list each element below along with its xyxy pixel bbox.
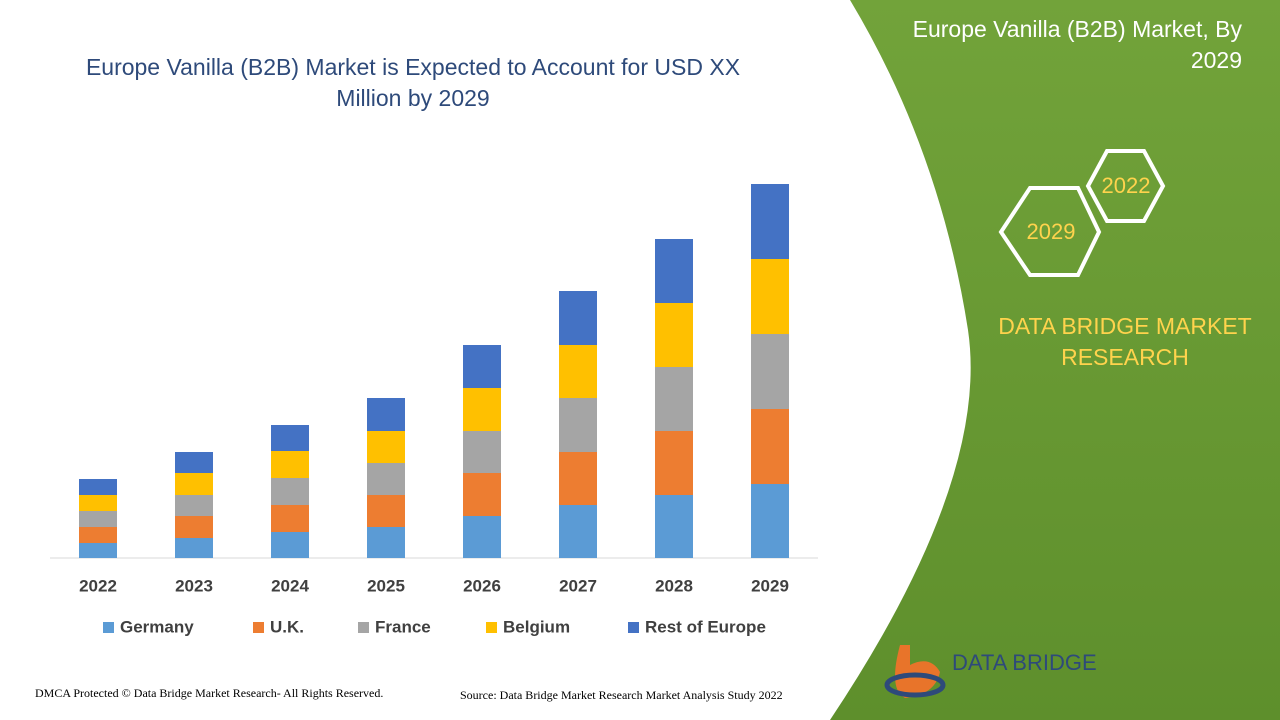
legend-swatch [103, 622, 114, 633]
logo-text: DATA BRIDGE [952, 650, 1097, 675]
hex-label: 2029 [1027, 219, 1076, 244]
legend-label: France [375, 617, 431, 636]
legend-label: Rest of Europe [645, 617, 766, 636]
bar-segment [559, 398, 597, 452]
bar-segment [559, 452, 597, 505]
source: Source: Data Bridge Market Research Mark… [460, 688, 783, 702]
bar-segment [79, 511, 117, 527]
bar-segment [655, 367, 693, 431]
bar-segment [271, 532, 309, 558]
x-tick-label: 2026 [463, 576, 501, 595]
bar-segment [79, 527, 117, 543]
bar-segment [751, 259, 789, 334]
bar-segment [175, 452, 213, 473]
bar-segment [367, 431, 405, 463]
bar-segment [175, 516, 213, 538]
legend-swatch [486, 622, 497, 633]
bar-segment [655, 495, 693, 558]
chart-title: Europe Vanilla (B2B) Market is Expected … [85, 54, 741, 111]
bar-segment [463, 516, 501, 558]
brand: DATA BRIDGE MARKET RESEARCH [998, 313, 1252, 370]
bar-segment [175, 538, 213, 558]
bar-segment [271, 478, 309, 505]
bar-segment [655, 303, 693, 367]
logo-icon [884, 645, 946, 698]
bar-segment [367, 398, 405, 431]
bar-segment [367, 463, 405, 495]
legend-swatch [358, 622, 369, 633]
x-tick-label: 2023 [175, 576, 213, 595]
bar-segment [655, 431, 693, 495]
bar-segment [463, 431, 501, 473]
side-title: Europe Vanilla (B2B) Market, By 2029 [912, 16, 1242, 73]
bar-segment [559, 505, 597, 558]
bar-segment [559, 345, 597, 398]
bar-segment [271, 425, 309, 451]
legend-label: Germany [120, 617, 194, 636]
x-tick-label: 2022 [79, 576, 117, 595]
bar-segment [79, 479, 117, 495]
hexagon [998, 186, 1102, 277]
bar-segment [175, 473, 213, 495]
x-tick-label: 2025 [367, 576, 405, 595]
bar-segment [271, 505, 309, 532]
bar-segment [367, 527, 405, 558]
legend-swatch [253, 622, 264, 633]
hexagon [1085, 149, 1166, 223]
bar-segment [751, 484, 789, 558]
bar-segment [463, 345, 501, 388]
x-tick-label: 2029 [751, 576, 789, 595]
bar-segment [751, 409, 789, 484]
bar-segment [367, 495, 405, 527]
legend-label: Belgium [503, 617, 570, 636]
bar-segment [655, 239, 693, 303]
bar-segment [463, 388, 501, 431]
x-tick-label: 2027 [559, 576, 597, 595]
side-panel [830, 0, 1280, 720]
legend-label: U.K. [270, 617, 304, 636]
hex-label: 2022 [1102, 173, 1151, 198]
bar-segment [79, 543, 117, 558]
bar-segment [559, 291, 597, 345]
bar-segment [751, 334, 789, 409]
legend-swatch [628, 622, 639, 633]
copyright: DMCA Protected © Data Bridge Market Rese… [35, 686, 384, 700]
x-tick-label: 2024 [271, 576, 309, 595]
x-tick-label: 2028 [655, 576, 693, 595]
bar-segment [79, 495, 117, 511]
bar-segment [175, 495, 213, 516]
bar-segment [271, 451, 309, 478]
bar-segment [463, 473, 501, 516]
bar-segment [751, 184, 789, 259]
